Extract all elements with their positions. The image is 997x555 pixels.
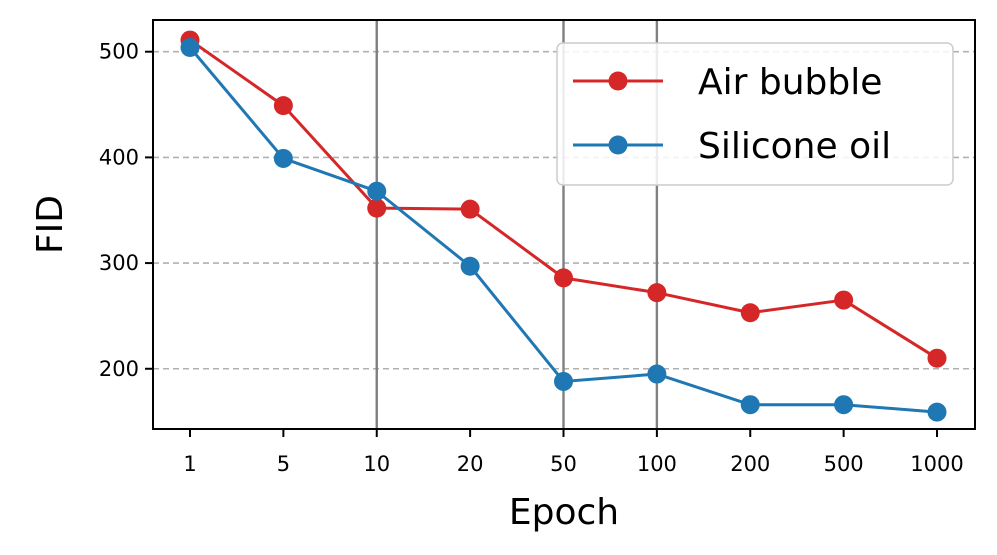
legend-marker [608,71,628,91]
legend-marker [608,135,628,155]
x-tick-label: 200 [730,452,770,476]
x-axis-ticks: 1 5 10 20 50 100 200 500 1000 [183,429,964,476]
data-point [834,395,854,415]
legend: Air bubble Silicone oil [556,42,954,186]
series-air-bubble [180,30,947,368]
y-axis-label: FID [30,195,71,254]
x-tick-label: 1000 [910,452,963,476]
x-tick-label: 500 [824,452,864,476]
data-point [554,371,573,391]
x-axis-label: Epoch [509,492,619,533]
x-tick-label: 100 [637,452,677,476]
data-point [367,181,387,201]
y-tick-label: 400 [99,145,139,169]
x-tick-label: 1 [183,452,196,476]
x-tick-label: 20 [457,452,484,476]
y-axis-ticks: 200 300 400 500 [99,40,153,381]
data-point [460,199,480,219]
x-tick-label: 10 [363,452,390,476]
y-tick-label: 200 [99,357,139,381]
legend-entry: Silicone oil [573,126,891,167]
data-point [927,402,947,422]
series-layer [180,30,947,422]
data-point [367,198,387,218]
y-tick-label: 300 [99,251,139,275]
y-tick-label: 500 [99,40,139,64]
legend-label: Silicone oil [698,126,891,167]
data-point [273,148,293,168]
data-point [273,96,293,116]
x-tick-label: 5 [277,452,290,476]
data-point [647,283,667,303]
data-point [460,256,480,276]
legend-entries: Air bubble Silicone oil [573,62,891,167]
data-point [740,395,760,415]
legend-entry: Air bubble [573,62,882,103]
data-point [180,37,200,57]
data-point [554,268,573,288]
data-point [740,303,760,323]
data-point [834,290,854,310]
x-tick-label: 50 [550,452,577,476]
legend-label: Air bubble [698,62,882,103]
data-point [647,364,667,384]
series-silicone-oil [180,37,947,422]
data-point [927,348,947,368]
legend-box [556,42,954,186]
